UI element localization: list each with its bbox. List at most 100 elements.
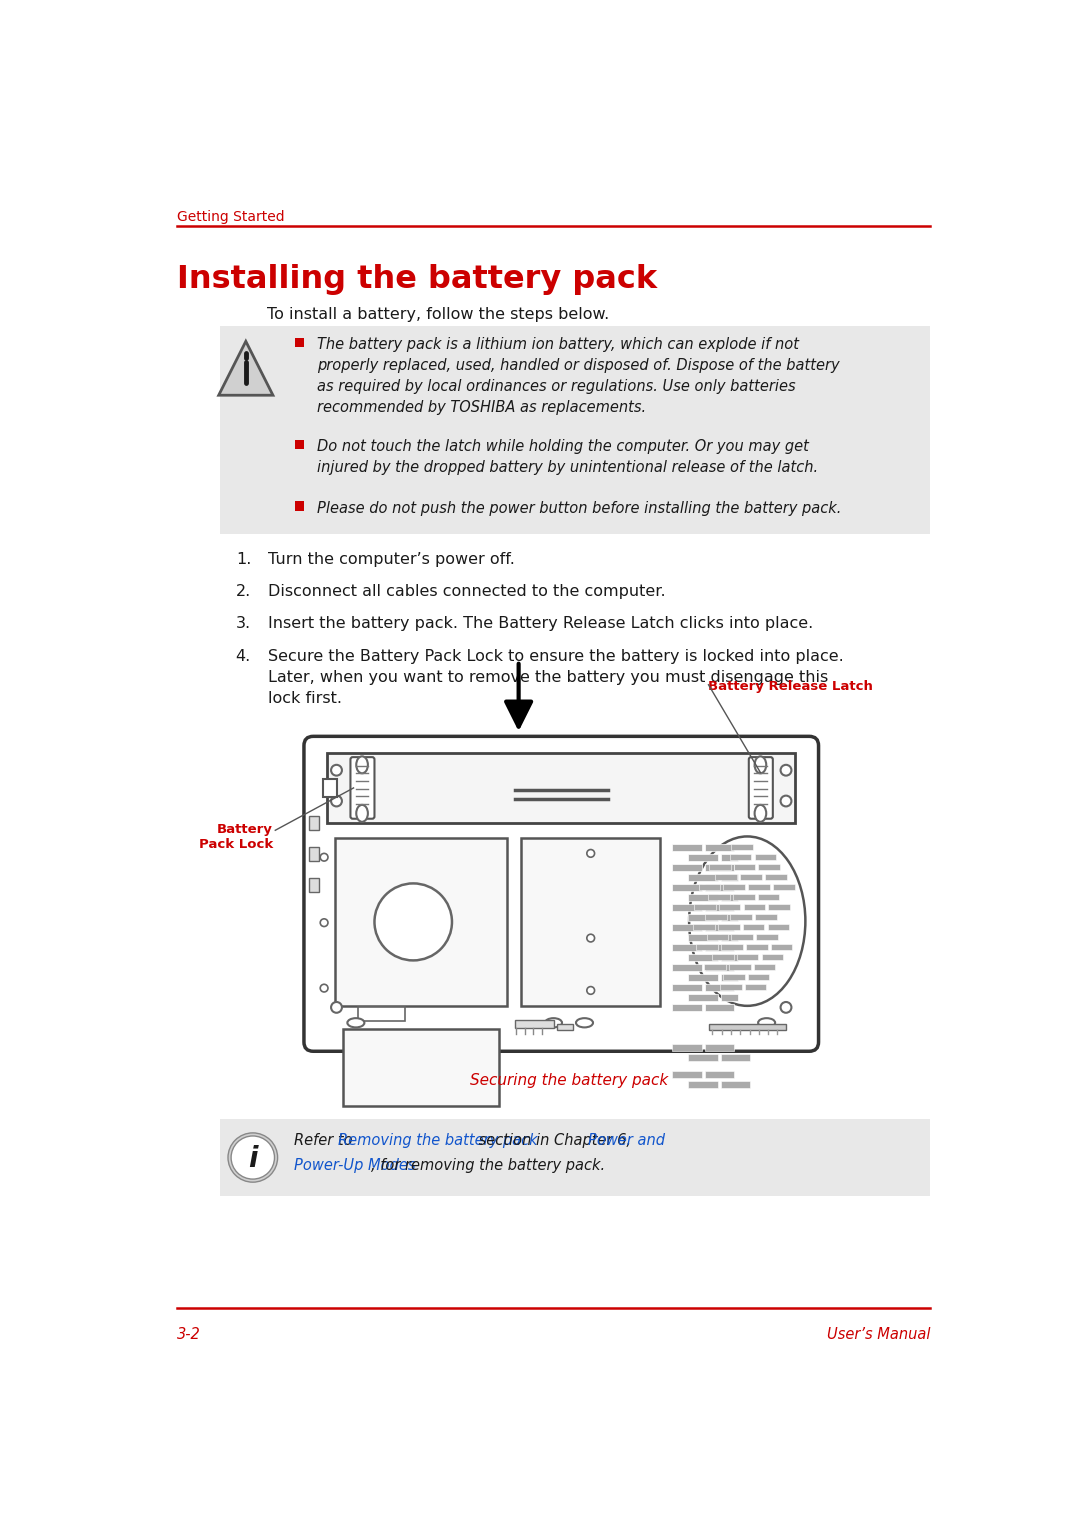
Bar [721, 914, 738, 920]
Bar [359, 1008, 405, 1021]
Bar [758, 864, 780, 870]
Bar [765, 875, 786, 881]
Bar [724, 884, 745, 890]
Bar [721, 954, 738, 962]
Bar [672, 924, 702, 931]
Bar [712, 954, 733, 960]
Bar [672, 985, 702, 991]
Bar [672, 844, 702, 852]
Ellipse shape [758, 1018, 775, 1027]
Text: 3-2: 3-2 [177, 1327, 201, 1342]
Text: Installing the battery pack: Installing the battery pack [177, 265, 657, 295]
Bar [748, 884, 770, 890]
Bar [704, 924, 734, 931]
Text: Please do not push the power button before installing the battery pack.: Please do not push the power button befo… [318, 500, 841, 515]
Text: The battery pack is a lithium ion battery, which can explode if not
properly rep: The battery pack is a lithium ion batter… [318, 338, 840, 416]
Text: , for removing the battery pack.: , for removing the battery pack. [372, 1157, 606, 1173]
Bar [720, 985, 742, 991]
Text: Refer to: Refer to [294, 1133, 357, 1148]
Bar [672, 904, 702, 911]
Bar [295, 502, 303, 511]
Text: 4.: 4. [235, 648, 251, 664]
Bar [309, 847, 319, 861]
Bar [688, 974, 718, 982]
Bar [768, 904, 789, 910]
Bar [704, 1072, 734, 1078]
Bar [761, 954, 783, 960]
Bar [704, 1005, 734, 1011]
Bar [327, 754, 795, 823]
Text: 2.: 2. [235, 584, 251, 599]
Bar [672, 965, 702, 971]
Bar [672, 864, 702, 872]
Text: 1.: 1. [235, 552, 252, 567]
Ellipse shape [755, 757, 766, 774]
Bar [721, 974, 738, 982]
Text: i: i [248, 1145, 257, 1173]
Text: Secure the Battery Pack Lock to ensure the battery is locked into place.
Later, : Secure the Battery Pack Lock to ensure t… [268, 648, 845, 705]
Bar [521, 838, 661, 1006]
Text: Battery
Pack Lock: Battery Pack Lock [199, 823, 273, 850]
Bar [737, 954, 758, 960]
Bar [755, 914, 777, 920]
Polygon shape [218, 341, 273, 394]
Ellipse shape [356, 757, 368, 774]
Bar [704, 904, 734, 911]
Ellipse shape [576, 1018, 593, 1027]
Bar [704, 1044, 734, 1052]
Circle shape [228, 1133, 278, 1182]
Text: To install a battery, follow the steps below.: To install a battery, follow the steps b… [267, 307, 609, 321]
Circle shape [586, 986, 595, 994]
Bar [672, 884, 702, 891]
Bar [721, 894, 738, 901]
Bar [309, 816, 319, 830]
Circle shape [321, 919, 328, 927]
Bar [309, 878, 319, 891]
Text: Removing the battery pack: Removing the battery pack [338, 1133, 538, 1148]
Bar [688, 914, 718, 920]
Bar [746, 945, 768, 951]
Text: Turn the computer’s power off.: Turn the computer’s power off. [268, 552, 515, 567]
Text: Battery Release Latch: Battery Release Latch [708, 680, 874, 693]
Bar [704, 965, 726, 971]
Text: Insert the battery pack. The Battery Release Latch clicks into place.: Insert the battery pack. The Battery Rel… [268, 616, 813, 631]
Text: Getting Started: Getting Started [177, 211, 284, 225]
Ellipse shape [375, 884, 451, 960]
Bar [295, 440, 303, 450]
Bar [723, 974, 744, 980]
Bar [721, 934, 738, 942]
Bar [342, 1029, 499, 1105]
Bar [688, 1081, 718, 1089]
Bar [688, 954, 718, 962]
Bar [708, 894, 730, 901]
Bar [705, 914, 727, 920]
Bar [704, 945, 734, 951]
Circle shape [321, 853, 328, 861]
Circle shape [231, 1136, 274, 1179]
Bar [672, 1044, 702, 1052]
Ellipse shape [348, 1018, 364, 1027]
Ellipse shape [689, 836, 806, 1006]
Circle shape [321, 985, 328, 992]
Bar [704, 884, 734, 891]
Bar [672, 1005, 702, 1011]
Bar [729, 965, 751, 971]
Bar [721, 875, 738, 881]
Bar [697, 945, 718, 951]
Circle shape [586, 934, 595, 942]
Bar [708, 864, 730, 870]
Bar [688, 855, 718, 861]
Ellipse shape [545, 1018, 562, 1027]
Bar [557, 1023, 572, 1029]
Bar [295, 338, 303, 347]
Bar [715, 875, 737, 881]
Text: 3.: 3. [235, 616, 251, 631]
Text: Securing the battery pack: Securing the battery pack [470, 1073, 669, 1087]
Text: Disconnect all cables connected to the computer.: Disconnect all cables connected to the c… [268, 584, 666, 599]
Bar [730, 855, 752, 861]
Bar [323, 778, 337, 797]
Text: User’s Manual: User’s Manual [826, 1327, 930, 1342]
Bar [672, 1072, 702, 1078]
Bar [688, 1055, 718, 1061]
Bar [704, 965, 734, 971]
